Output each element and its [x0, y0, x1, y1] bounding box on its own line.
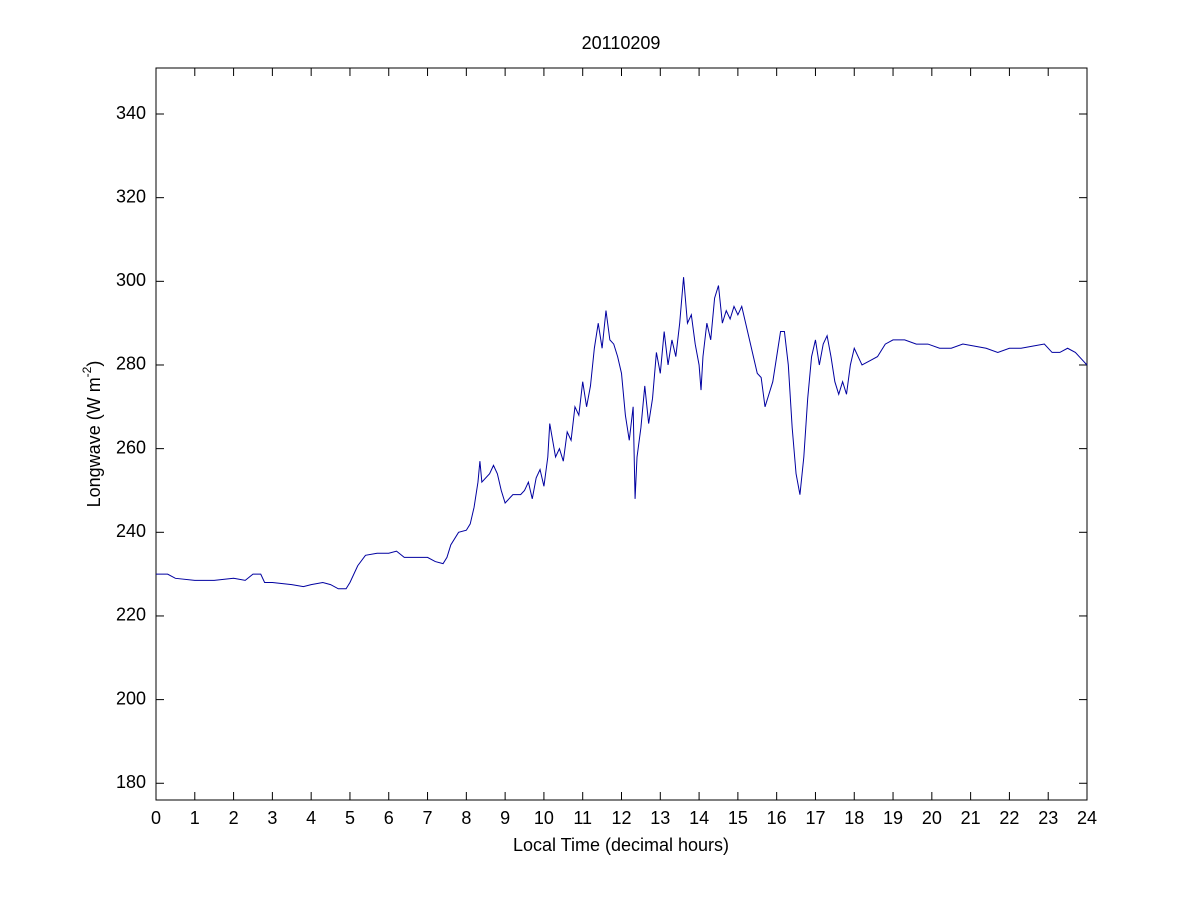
y-tick-label: 320 [116, 186, 146, 206]
y-axis-label-superscript: -2 [80, 366, 94, 377]
y-axis-label: Longwave (W m-2) [80, 361, 104, 508]
x-tick-label: 0 [151, 808, 161, 828]
x-tick-label: 11 [573, 808, 592, 828]
x-tick-label: 22 [999, 808, 1019, 828]
x-tick-label: 10 [534, 808, 554, 828]
x-tick-label: 1 [190, 808, 200, 828]
x-tick-label: 17 [805, 808, 825, 828]
x-tick-label: 7 [423, 808, 433, 828]
x-tick-label: 23 [1038, 808, 1058, 828]
y-tick-label: 340 [116, 103, 146, 123]
y-axis-label-end: ) [84, 361, 104, 367]
chart-title: 20110209 [582, 33, 661, 53]
x-tick-label: 8 [461, 808, 471, 828]
x-tick-label: 13 [650, 808, 670, 828]
y-tick-label: 200 [116, 688, 146, 708]
y-tick-label: 220 [116, 605, 146, 625]
x-tick-label: 15 [728, 808, 748, 828]
x-tick-label: 3 [267, 808, 277, 828]
x-tick-label: 21 [961, 808, 981, 828]
y-tick-label: 240 [116, 521, 146, 541]
y-tick-label: 280 [116, 354, 146, 374]
x-tick-label: 9 [500, 808, 510, 828]
y-axis-label-text: Longwave (W m [84, 377, 104, 507]
y-tick-label: 260 [116, 437, 146, 457]
y-tick-label: 180 [116, 772, 146, 792]
x-tick-label: 12 [611, 808, 631, 828]
data-line [156, 277, 1088, 590]
x-tick-label: 2 [229, 808, 239, 828]
x-tick-label: 5 [345, 808, 355, 828]
x-axis-label: Local Time (decimal hours) [513, 835, 729, 855]
y-tick-label: 300 [116, 270, 146, 290]
x-tick-label: 24 [1077, 808, 1097, 828]
x-tick-label: 18 [844, 808, 864, 828]
x-tick-label: 19 [883, 808, 903, 828]
x-tick-label: 6 [384, 808, 394, 828]
x-tick-label: 16 [767, 808, 787, 828]
x-tick-label: 4 [306, 808, 316, 828]
x-tick-label: 14 [689, 808, 709, 828]
x-tick-label: 20 [922, 808, 942, 828]
